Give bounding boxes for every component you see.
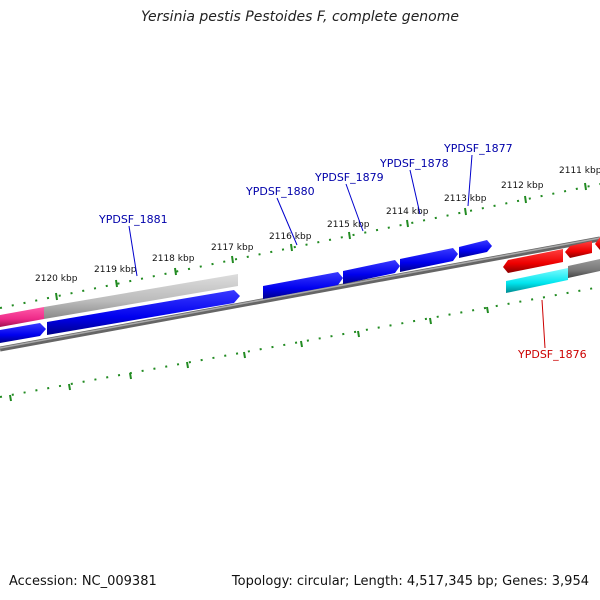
genome-backbone — [0, 236, 600, 352]
cds-forward-long[interactable] — [47, 290, 240, 335]
gene-label[interactable]: YPDSF_1876 — [517, 348, 587, 361]
ruler-label: 2114 kbp — [386, 207, 429, 217]
dark-feature[interactable] — [568, 259, 600, 278]
ruler-label: 2118 kbp — [152, 254, 195, 264]
genome-backbone-highlight — [0, 237, 600, 349]
cds-YPDSF_1877[interactable] — [459, 240, 492, 258]
ruler-label: 2119 kbp — [94, 265, 137, 275]
gene-label[interactable]: YPDSF_1880 — [245, 185, 315, 198]
cds-reverse-3[interactable] — [595, 237, 600, 250]
ruler-label: 2111 kbp — [559, 166, 600, 176]
outer-ruler-ticks — [55, 182, 587, 301]
gene-label[interactable]: YPDSF_1881 — [98, 213, 168, 226]
cds-YPDSF_1880[interactable] — [263, 272, 343, 299]
topology-text: Topology: circular; Length: 4,517,345 bp… — [231, 574, 589, 589]
gray-feature[interactable] — [44, 274, 238, 319]
ruler-label: 2112 kbp — [501, 181, 544, 191]
map-title: Yersinia pestis Pestoides F, complete ge… — [141, 9, 459, 25]
cds-reverse-1[interactable] — [503, 249, 563, 273]
gene-label[interactable]: YPDSF_1879 — [314, 171, 384, 184]
ruler-label: 2116 kbp — [269, 232, 312, 242]
gene-label-leaders — [128, 154, 473, 277]
cds-YPDSF_1876-cyan[interactable] — [506, 268, 568, 293]
gene-label[interactable]: YPDSF_1877 — [443, 142, 513, 155]
ruler-label: 2117 kbp — [211, 243, 254, 253]
cds-forward-left[interactable] — [0, 323, 46, 343]
ruler-label: 2113 kbp — [444, 194, 487, 204]
cds-reverse-2[interactable] — [565, 241, 592, 258]
cds-YPDSF_1879[interactable] — [343, 260, 400, 284]
ruler-label: 2120 kbp — [35, 274, 78, 284]
accession-text: Accession: NC_009381 — [9, 574, 157, 589]
gene-label-leader-reverse — [541, 299, 546, 349]
pink-feature[interactable] — [0, 307, 44, 327]
gene-label[interactable]: YPDSF_1878 — [379, 157, 449, 170]
cds-YPDSF_1878[interactable] — [400, 248, 458, 272]
ruler-label: 2115 kbp — [327, 220, 370, 230]
inner-ruler-ticks — [9, 306, 489, 402]
